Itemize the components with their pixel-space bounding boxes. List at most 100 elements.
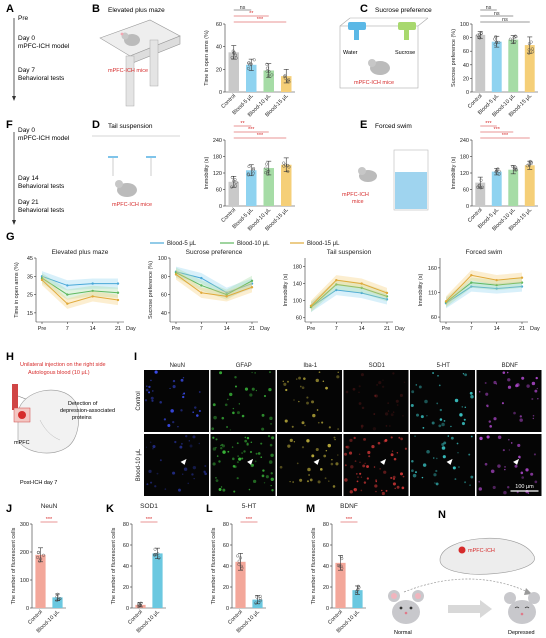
timeline-f-day21: Day 21 (18, 199, 39, 206)
cell-signal (156, 472, 159, 475)
cell-signal (262, 469, 265, 472)
swim-mice-label-1: mPFC-ICH (342, 192, 369, 198)
cell-signal (510, 442, 513, 444)
normal-label: Normal (394, 630, 412, 636)
cell-signal (251, 463, 254, 467)
cell-signal (402, 475, 405, 478)
y-tick-label: 20 (223, 585, 229, 591)
cell-signal (404, 447, 407, 450)
y-axis-label: The number of fluorescent cells (111, 527, 117, 604)
x-unit-label: Day (530, 326, 540, 332)
cell-signal (295, 378, 298, 380)
cell-signal (497, 464, 501, 468)
x-unit-label: Day (395, 326, 405, 332)
cell-signal (172, 471, 176, 475)
data-point (139, 601, 143, 605)
cell-signal (535, 376, 538, 380)
cell-signal (484, 462, 488, 466)
cell-signal (221, 416, 225, 420)
cell-signal (222, 450, 226, 454)
cell-signal (271, 489, 274, 492)
cell-signal (316, 409, 319, 411)
data-point (231, 49, 235, 53)
cell-signal (493, 380, 497, 385)
series-line (310, 289, 388, 308)
data-point (255, 595, 259, 599)
data-point (355, 591, 359, 595)
cell-signal (148, 385, 151, 389)
cell-signal (344, 464, 347, 467)
series-point (200, 291, 203, 294)
cell-signal (289, 438, 293, 442)
cell-signal (323, 454, 327, 458)
series-point (40, 276, 44, 280)
bar (491, 171, 502, 206)
data-point (237, 559, 241, 563)
cell-signal (379, 468, 381, 470)
y-tick-label: 60 (161, 293, 167, 299)
cell-signal (375, 490, 377, 493)
data-point (527, 48, 531, 52)
panel-label-j: J (6, 503, 12, 515)
cell-signal (396, 404, 399, 406)
data-point (153, 553, 157, 557)
data-point (265, 170, 269, 174)
y-tick-label: 100 (20, 578, 29, 584)
row-label: Control (136, 391, 142, 410)
series-line (310, 279, 388, 307)
series-line (41, 279, 119, 305)
bar (508, 169, 519, 206)
data-point (257, 601, 261, 605)
series-point (495, 287, 498, 290)
cell-signal (191, 473, 194, 476)
cell-signal (269, 416, 273, 421)
cell-signal (367, 450, 371, 455)
cell-signal (368, 455, 371, 458)
data-point (251, 171, 255, 175)
cell-signal (148, 469, 152, 474)
cell-signal (172, 379, 176, 383)
series-point (520, 276, 524, 279)
chart-k-sod1: 0 20 40 60 80 The number of fluorescent cells… (111, 503, 166, 634)
fluorescence-image (277, 370, 342, 432)
cell-signal (146, 483, 149, 486)
cell-signal (325, 386, 328, 390)
category-label: Control (220, 93, 237, 110)
bar (475, 182, 486, 206)
cell-signal (513, 411, 516, 415)
cell-signal (450, 425, 452, 428)
cell-signal (469, 391, 473, 395)
cell-signal (270, 422, 272, 425)
sucrose-mice-label: mPFC-ICH mice (354, 80, 394, 86)
cell-signal (470, 435, 473, 438)
fluorescence-image (277, 434, 342, 496)
panel-label-l: L (206, 503, 213, 515)
bar (246, 64, 257, 92)
panel-label-h: H (6, 351, 14, 363)
data-point (266, 74, 270, 78)
bar (152, 553, 163, 608)
y-tick-label: 240 (213, 138, 222, 144)
data-point (39, 557, 43, 561)
cell-signal (309, 478, 313, 482)
cell-signal (434, 482, 436, 484)
y-tick-label: 20 (463, 76, 469, 82)
cell-signal (194, 406, 197, 409)
cell-signal (396, 485, 400, 489)
series-point (495, 278, 498, 282)
cell-signal (373, 394, 377, 397)
cell-signal (220, 486, 223, 488)
cell-signal (376, 384, 378, 386)
cell-signal (392, 372, 395, 375)
cell-signal (232, 465, 236, 468)
data-point (254, 601, 258, 605)
cell-signal (215, 479, 219, 483)
data-point (234, 53, 238, 57)
y-axis-label: Immobility (s) (451, 156, 457, 189)
cell-signal (318, 371, 321, 374)
cell-signal (224, 403, 228, 407)
data-point (493, 37, 497, 41)
cell-signal (432, 372, 434, 374)
cell-signal (454, 398, 459, 403)
